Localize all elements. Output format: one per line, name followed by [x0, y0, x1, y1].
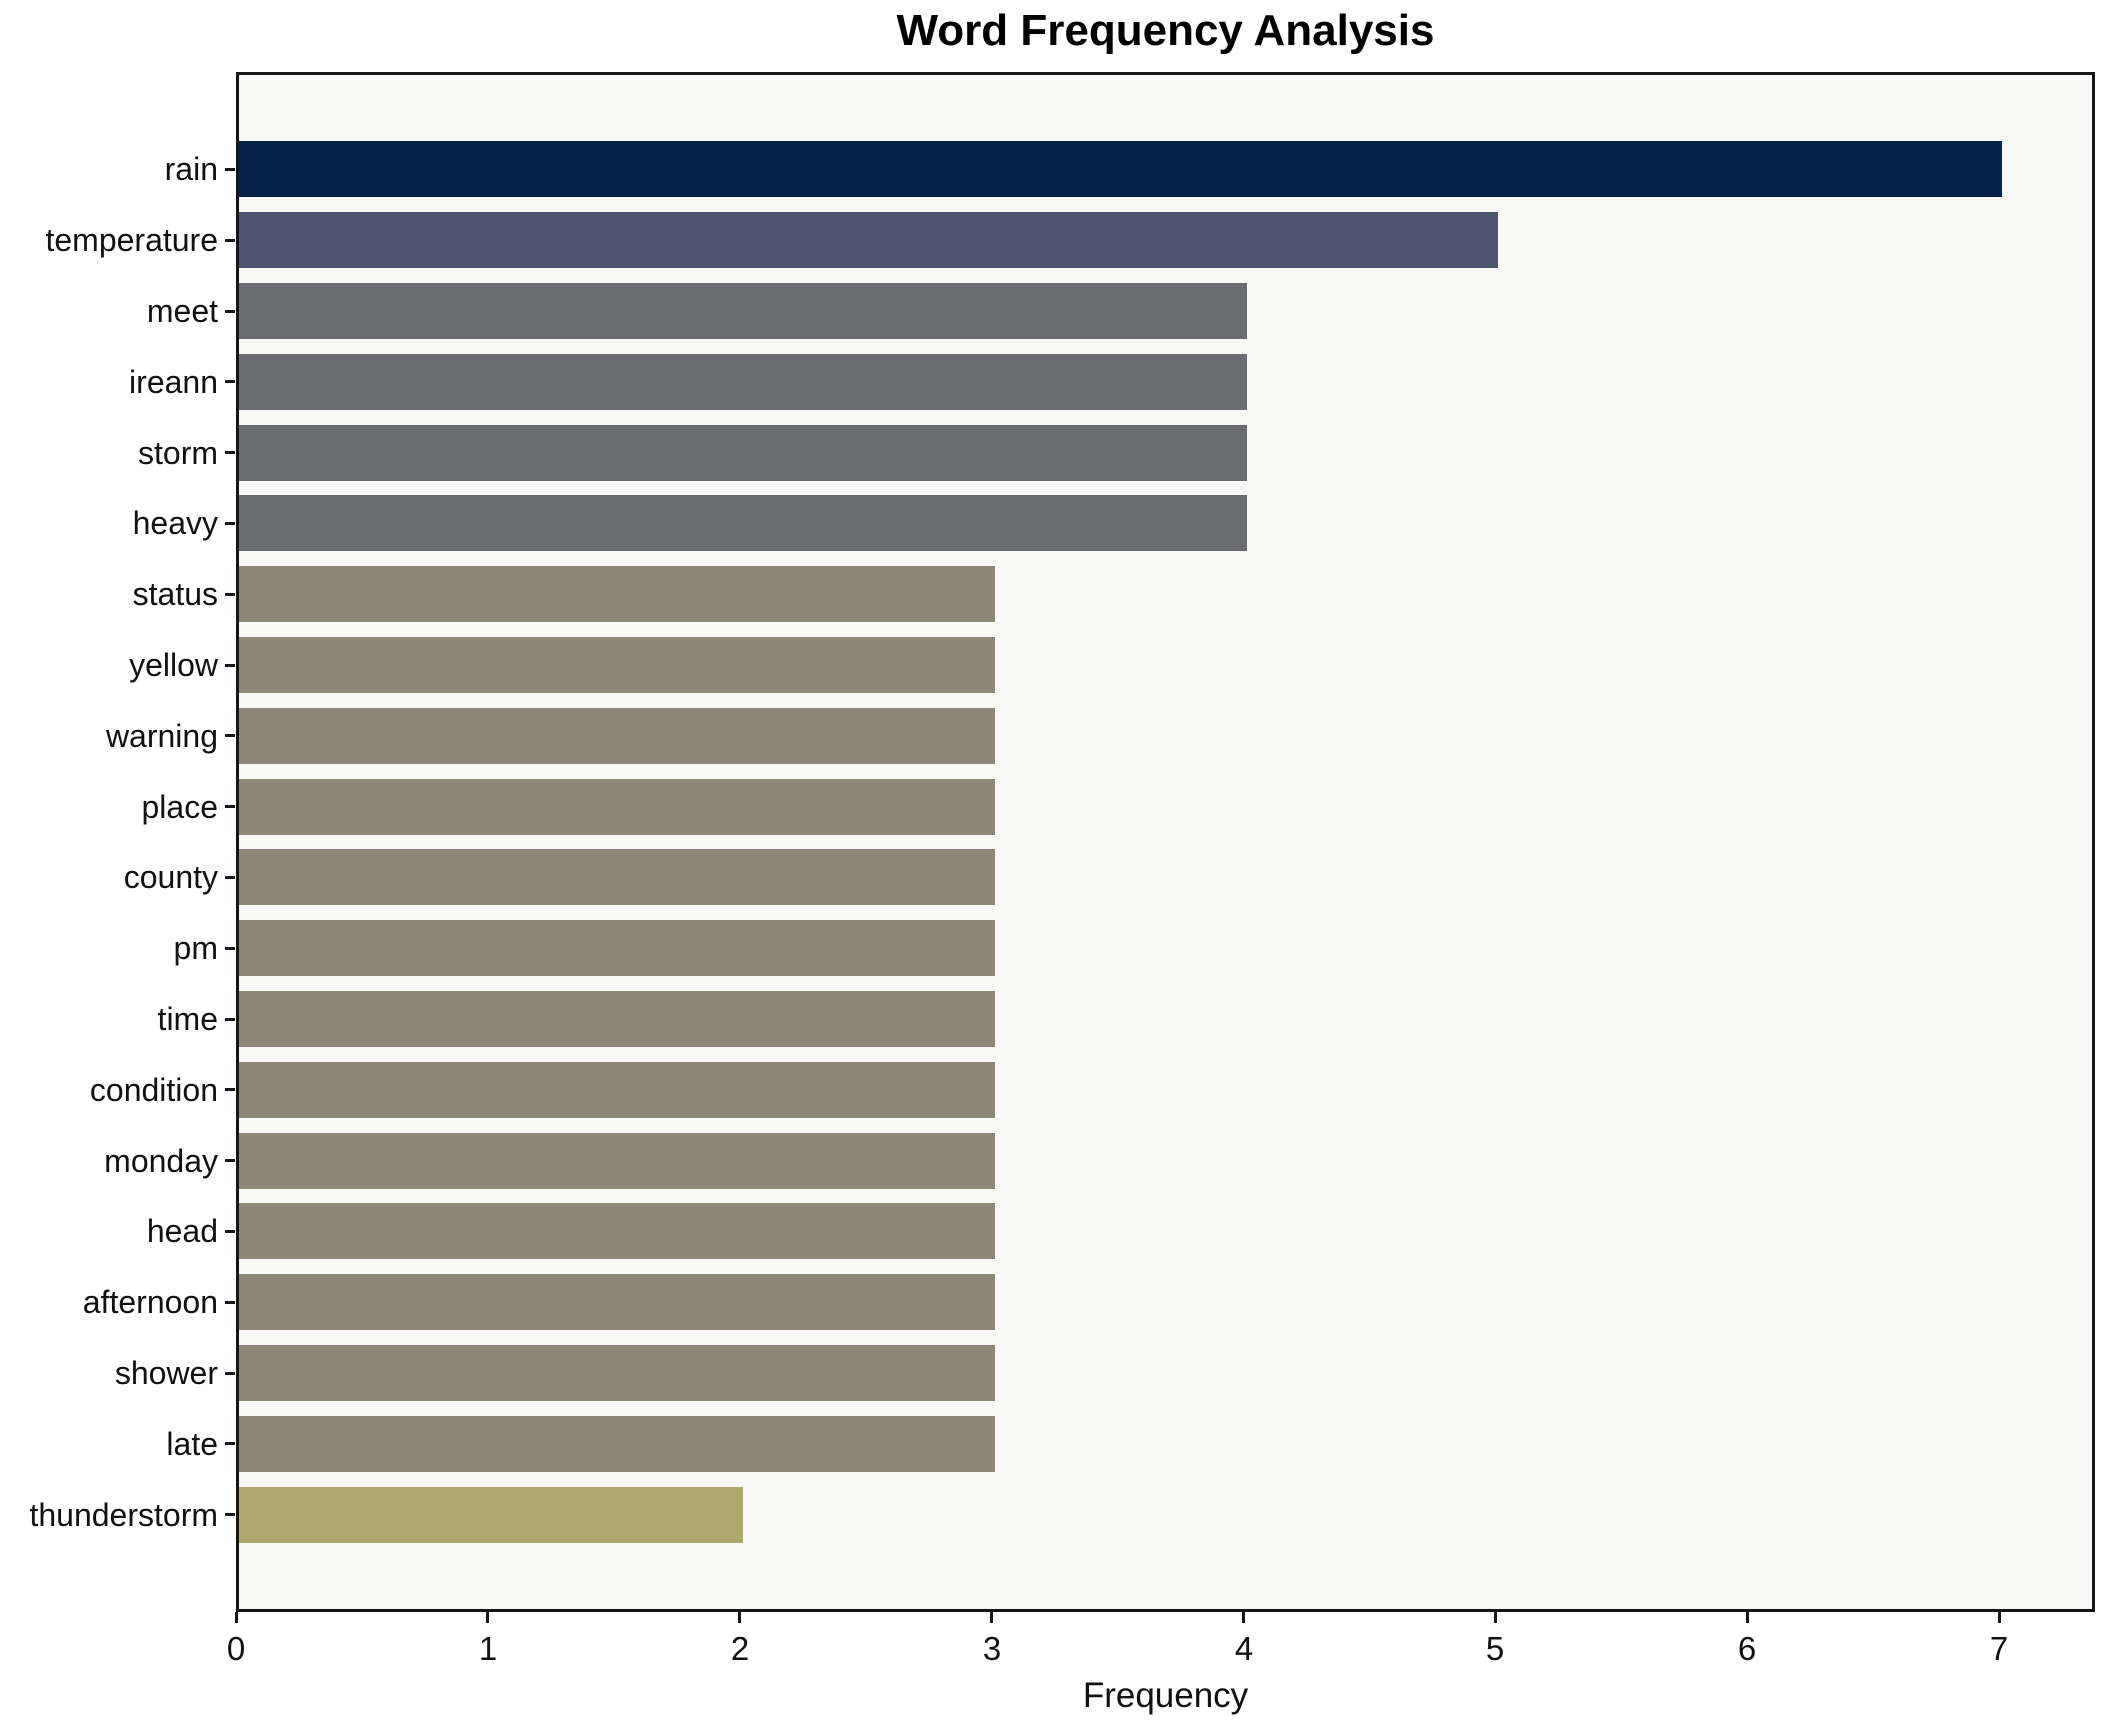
bar-pm	[239, 920, 995, 976]
y-tick-label-late: late	[166, 1426, 218, 1462]
x-tick-mark-5	[1494, 1612, 1497, 1623]
x-tick-mark-3	[990, 1612, 993, 1623]
x-tick-mark-7	[1998, 1612, 2001, 1623]
x-tick-label-1: 1	[478, 1630, 498, 1667]
y-tick-label-ireann: ireann	[129, 364, 218, 400]
y-tick-mark-storm	[225, 451, 235, 454]
y-tick-mark-afternoon	[225, 1301, 235, 1304]
bar-storm	[239, 425, 1247, 481]
bar-ireann	[239, 354, 1247, 410]
y-tick-mark-pm	[225, 947, 235, 950]
y-tick-label-rain: rain	[164, 151, 218, 187]
y-tick-label-storm: storm	[138, 435, 218, 471]
y-tick-label-meet: meet	[146, 293, 218, 329]
y-tick-label-monday: monday	[104, 1143, 218, 1179]
y-tick-label-status: status	[132, 576, 218, 612]
bar-shower	[239, 1345, 995, 1401]
y-tick-label-yellow: yellow	[129, 647, 218, 683]
x-axis-label: Frequency	[1082, 1676, 1249, 1715]
x-tick-mark-2	[738, 1612, 741, 1623]
bar-temperature	[239, 212, 1498, 268]
y-tick-mark-temperature	[225, 239, 235, 242]
x-tick-label-6: 6	[1737, 1630, 1757, 1667]
bar-status	[239, 566, 995, 622]
x-tick-label-3: 3	[982, 1630, 1002, 1667]
bar-heavy	[239, 495, 1247, 551]
bar-yellow	[239, 637, 995, 693]
y-tick-label-place: place	[141, 789, 219, 825]
x-tick-mark-0	[235, 1612, 238, 1623]
y-tick-mark-place	[225, 805, 235, 808]
y-tick-mark-shower	[225, 1372, 235, 1375]
x-tick-label-0: 0	[226, 1630, 246, 1667]
y-tick-mark-warning	[225, 734, 235, 737]
chart-title: Word Frequency Analysis	[896, 6, 1435, 55]
bar-condition	[239, 1062, 995, 1118]
y-tick-mark-heavy	[225, 522, 235, 525]
y-tick-mark-status	[225, 593, 235, 596]
x-tick-mark-4	[1242, 1612, 1245, 1623]
bar-place	[239, 779, 995, 835]
bar-late	[239, 1416, 995, 1472]
y-tick-mark-condition	[225, 1088, 235, 1091]
y-tick-label-head: head	[146, 1213, 218, 1249]
bar-monday	[239, 1133, 995, 1189]
y-tick-label-county: county	[123, 859, 218, 895]
bar-head	[239, 1203, 995, 1259]
y-tick-label-warning: warning	[105, 718, 218, 754]
x-tick-mark-6	[1746, 1612, 1749, 1623]
y-tick-label-pm: pm	[173, 930, 218, 966]
x-tick-mark-1	[486, 1612, 489, 1623]
y-tick-mark-rain	[225, 168, 235, 171]
y-tick-mark-yellow	[225, 664, 235, 667]
x-tick-label-2: 2	[730, 1630, 750, 1667]
y-tick-mark-monday	[225, 1159, 235, 1162]
y-tick-mark-county	[225, 876, 235, 879]
bar-time	[239, 991, 995, 1047]
y-tick-label-heavy: heavy	[132, 505, 218, 541]
bar-afternoon	[239, 1274, 995, 1330]
y-tick-mark-time	[225, 1018, 235, 1021]
y-tick-mark-late	[225, 1442, 235, 1445]
y-tick-mark-thunderstorm	[225, 1513, 235, 1516]
y-tick-label-condition: condition	[89, 1072, 218, 1108]
y-tick-mark-head	[225, 1230, 235, 1233]
x-tick-label-4: 4	[1234, 1630, 1254, 1667]
x-tick-label-7: 7	[1989, 1630, 2009, 1667]
bar-warning	[239, 708, 995, 764]
bar-thunderstorm	[239, 1487, 743, 1543]
x-tick-label-5: 5	[1485, 1630, 1505, 1667]
bar-meet	[239, 283, 1247, 339]
y-tick-label-temperature: temperature	[45, 222, 218, 258]
bar-county	[239, 849, 995, 905]
bar-rain	[239, 141, 2002, 197]
y-tick-mark-ireann	[225, 380, 235, 383]
y-tick-label-shower: shower	[114, 1355, 218, 1391]
y-tick-label-thunderstorm: thunderstorm	[29, 1497, 218, 1533]
y-tick-label-time: time	[157, 1001, 218, 1037]
y-tick-mark-meet	[225, 310, 235, 313]
y-tick-label-afternoon: afternoon	[82, 1284, 218, 1320]
